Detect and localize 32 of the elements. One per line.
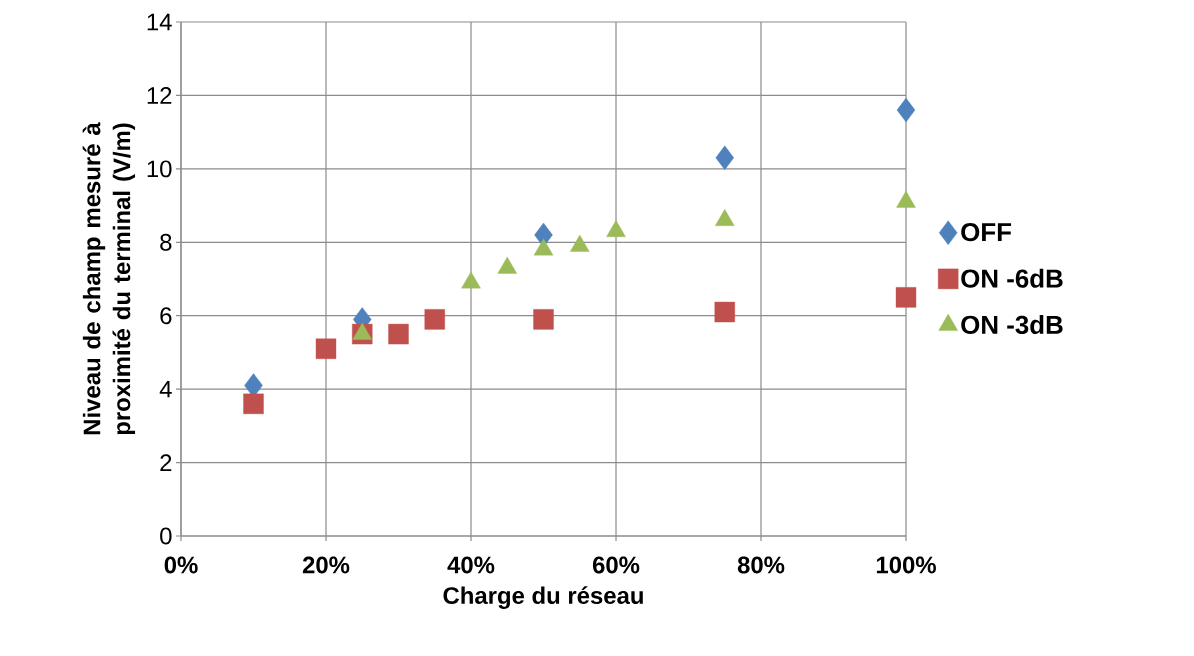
point (388, 323, 409, 345)
y-tick-label: 14 (147, 13, 172, 31)
y-tick-label: 12 (147, 87, 172, 104)
x-tick-label: 40% (447, 556, 495, 574)
y-tick-label: 0 (160, 527, 172, 545)
y-tick-label: 10 (147, 160, 172, 178)
point (533, 309, 554, 330)
point (895, 287, 917, 308)
y-tick-label: 8 (160, 233, 172, 251)
x-tick-label: 0% (164, 556, 198, 574)
point (606, 220, 626, 237)
point (243, 393, 264, 415)
point (715, 145, 734, 171)
point (533, 238, 554, 256)
point (424, 309, 445, 330)
legend-label: ON -3dB (961, 314, 1063, 335)
x-axis-title: Charge du réseau (443, 586, 643, 609)
point (715, 209, 735, 226)
x-tick-label: 100% (876, 556, 936, 574)
y-tick-label: 6 (160, 307, 172, 325)
point (896, 97, 916, 123)
point (714, 301, 735, 323)
x-tick-label: 60% (592, 556, 640, 574)
point (896, 190, 916, 208)
x-tick-label: 80% (737, 556, 785, 574)
y-tick-label: 4 (159, 380, 172, 398)
y-tick-label: 2 (160, 454, 172, 471)
y-axis-title: Niveau de champ mesuré à proximité du terminal (V/m) (82, 122, 136, 435)
legend-label: OFF (961, 222, 1012, 242)
x-tick-label: 20% (302, 556, 350, 574)
legend-label: ON -6dB (961, 268, 1063, 288)
point (315, 338, 337, 359)
